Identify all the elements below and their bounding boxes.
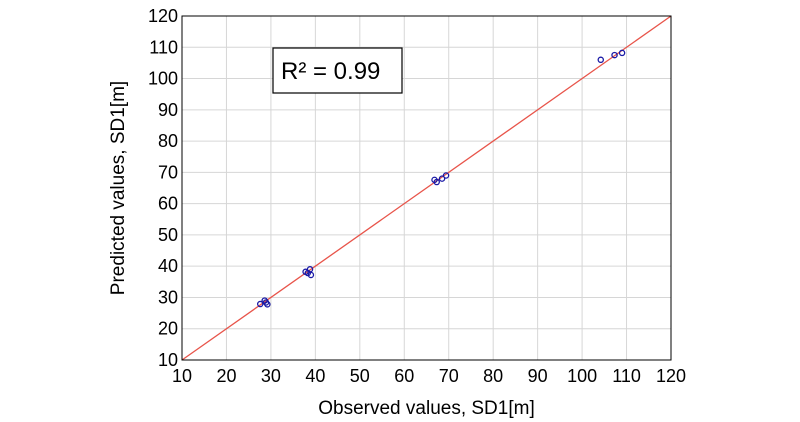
- data-point: [438, 175, 446, 182]
- r-squared-annotation: R² = 0.99: [272, 47, 403, 94]
- data-point: [442, 172, 450, 179]
- fit-line-group: [181, 15, 672, 361]
- y-tick-label: 50: [158, 225, 178, 245]
- y-tick-label: 10: [158, 350, 178, 370]
- y-tick-labels: 10 20 30 40 50 60 70 80 90 100 110 120: [148, 6, 178, 370]
- data-point: [264, 301, 271, 308]
- r-squared-text: R² = 0.99: [281, 58, 380, 85]
- y-tick-label: 40: [158, 256, 178, 276]
- data-point: [307, 271, 315, 279]
- y-tick-label: 60: [158, 194, 178, 214]
- x-tick-label: 70: [439, 366, 459, 386]
- y-tick-label: 120: [148, 6, 178, 26]
- x-tick-label: 120: [656, 366, 686, 386]
- x-tick-label: 30: [261, 366, 281, 386]
- y-tick-label: 70: [158, 162, 178, 182]
- y-tick-label: 80: [158, 131, 178, 151]
- data-point: [611, 51, 618, 59]
- fit-line: [181, 15, 672, 361]
- data-point: [618, 49, 626, 57]
- y-tick-label: 100: [148, 69, 178, 89]
- annotation-box: [272, 47, 403, 94]
- x-tick-label: 10: [172, 366, 192, 386]
- data-point: [433, 178, 440, 186]
- x-tick-label: 90: [528, 366, 548, 386]
- x-tick-label: 100: [567, 366, 597, 386]
- x-tick-label: 20: [216, 366, 236, 386]
- x-tick-label: 60: [394, 366, 414, 386]
- x-tick-labels: 10 20 30 40 50 60 70 80 90 100 110 120: [172, 366, 686, 386]
- x-axis-label: Observed values, SD1[m]: [318, 398, 534, 419]
- y-tick-label: 30: [158, 287, 178, 307]
- x-tick-label: 50: [350, 366, 370, 386]
- y-tick-label: 20: [158, 319, 178, 339]
- data-points: [256, 49, 626, 308]
- plot-frame: [181, 15, 672, 361]
- data-point: [597, 56, 605, 64]
- x-tick-label: 110: [612, 366, 641, 386]
- data-point: [256, 300, 264, 308]
- x-tick-label: 40: [305, 366, 325, 386]
- y-axis-label: Predicted values, SD1[m]: [108, 81, 129, 295]
- y-tick-label: 110: [149, 37, 178, 57]
- x-tick-label: 80: [483, 366, 503, 386]
- y-tick-label: 90: [158, 100, 178, 120]
